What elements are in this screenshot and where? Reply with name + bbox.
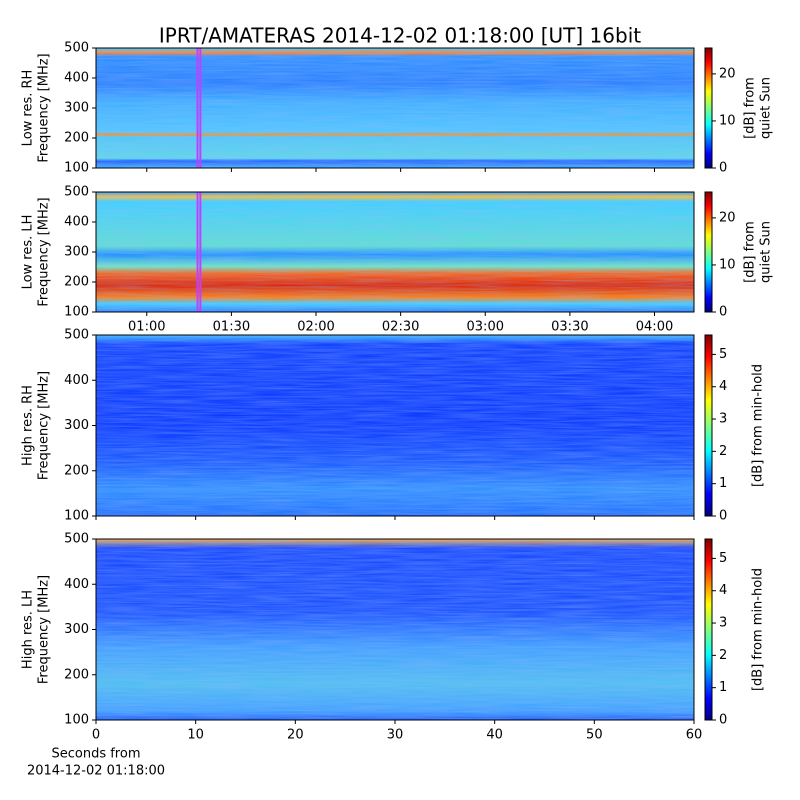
y-tick-label: 400 — [64, 577, 89, 592]
colorbar-tick-label: 2 — [719, 444, 727, 459]
colorbar-tick-label: 20 — [719, 210, 736, 225]
x-tick-label: 10 — [187, 728, 204, 743]
colorbar-tick-label: 4 — [719, 379, 727, 394]
y-tick-label: 400 — [64, 71, 89, 86]
y-axis-label: High res. RH — [21, 385, 36, 466]
y-tick-label: 300 — [64, 245, 89, 260]
colorbar-tick-label: 1 — [719, 680, 727, 695]
x-axis-label: Seconds from — [51, 747, 140, 762]
colorbar-tick-label: 0 — [719, 509, 727, 524]
spectrogram-noise — [96, 539, 694, 720]
colorbar — [704, 334, 713, 517]
colorbar-tick-label: 4 — [719, 583, 727, 598]
y-tick-label: 500 — [64, 532, 89, 547]
x-tick-label: 02:30 — [382, 320, 419, 335]
colorbar-label: quiet Sun — [759, 221, 774, 283]
colorbar-tick-label: 3 — [719, 412, 727, 427]
colorbar-tick-label: 5 — [719, 347, 727, 362]
y-tick-label: 300 — [64, 622, 89, 637]
figure-title: IPRT/AMATERAS 2014-12-02 01:18:00 [UT] 1… — [159, 24, 641, 48]
colorbar-tick-label: 10 — [719, 113, 736, 128]
x-tick-label: 01:00 — [128, 320, 165, 335]
spectrogram-noise — [96, 335, 694, 516]
y-tick-label: 400 — [64, 215, 89, 230]
y-axis-label: Frequency [MHz] — [37, 371, 52, 480]
x-tick-label: 50 — [586, 728, 603, 743]
colorbar-label: [dB] from — [743, 77, 758, 139]
y-tick-label: 500 — [64, 41, 89, 56]
y-axis-label: Low res. RH — [21, 70, 36, 147]
y-tick-label: 100 — [64, 161, 89, 176]
colorbar-tick-label: 20 — [719, 66, 736, 81]
y-axis-label: High res. LH — [21, 590, 36, 669]
x-tick-label: 02:00 — [297, 320, 334, 335]
colorbar-tick-label: 5 — [719, 551, 727, 566]
y-tick-label: 500 — [64, 185, 89, 200]
y-tick-label: 400 — [64, 373, 89, 388]
y-tick-label: 300 — [64, 418, 89, 433]
spectrogram-noise — [96, 48, 694, 168]
y-tick-label: 200 — [64, 275, 89, 290]
colorbar-label: [dB] from min-hold — [751, 364, 766, 487]
colorbar — [704, 47, 713, 169]
colorbar-tick-label: 0 — [719, 161, 727, 176]
y-tick-label: 100 — [64, 305, 89, 320]
y-axis-label: Frequency [MHz] — [37, 575, 52, 684]
x-tick-label: 03:00 — [467, 320, 504, 335]
x-tick-label: 01:30 — [213, 320, 250, 335]
x-tick-label: 40 — [486, 728, 503, 743]
y-tick-label: 500 — [64, 328, 89, 343]
colorbar-tick-label: 1 — [719, 476, 727, 491]
y-tick-label: 200 — [64, 131, 89, 146]
y-tick-label: 200 — [64, 667, 89, 682]
y-tick-label: 200 — [64, 463, 89, 478]
colorbar — [704, 191, 713, 313]
y-axis-label: Low res. LH — [21, 215, 36, 290]
colorbar-tick-label: 2 — [719, 648, 727, 663]
x-axis-label: 2014-12-02 01:18:00 — [27, 764, 165, 779]
x-tick-label: 30 — [387, 728, 404, 743]
x-tick-label: 0 — [92, 728, 100, 743]
colorbar-tick-label: 3 — [719, 616, 727, 631]
y-tick-label: 300 — [64, 101, 89, 116]
colorbar-label: quiet Sun — [759, 77, 774, 139]
spectrogram-noise — [96, 192, 694, 312]
colorbar-label: [dB] from — [743, 221, 758, 283]
x-tick-label: 03:30 — [551, 320, 588, 335]
y-axis-label: Frequency [MHz] — [37, 197, 52, 306]
x-tick-label: 60 — [686, 728, 703, 743]
y-tick-label: 100 — [64, 509, 89, 524]
x-tick-label: 04:00 — [636, 320, 673, 335]
y-axis-label: Frequency [MHz] — [37, 53, 52, 162]
colorbar-tick-label: 10 — [719, 257, 736, 272]
colorbar-label: [dB] from min-hold — [751, 568, 766, 691]
colorbar-tick-label: 0 — [719, 713, 727, 728]
x-tick-label: 20 — [287, 728, 304, 743]
colorbar-tick-label: 0 — [719, 305, 727, 320]
colorbar — [704, 538, 713, 721]
y-tick-label: 100 — [64, 713, 89, 728]
